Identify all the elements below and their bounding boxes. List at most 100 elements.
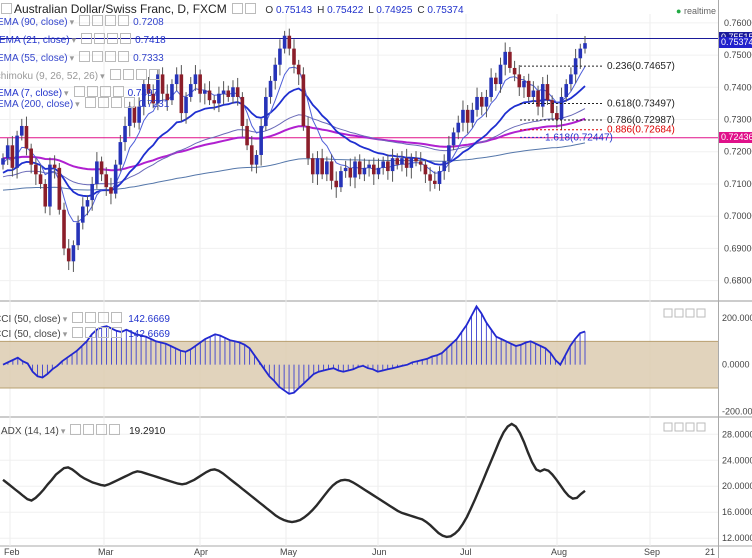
- settings-icon[interactable]: [85, 312, 97, 323]
- close-icon[interactable]: [148, 69, 160, 80]
- dropdown-icon[interactable]: ▾: [71, 35, 77, 45]
- collapse-icon[interactable]: [1, 3, 12, 14]
- add-icon[interactable]: [99, 86, 111, 97]
- pane-control-icon: [663, 308, 673, 318]
- adx-settings-icon[interactable]: [83, 424, 95, 435]
- close-icon[interactable]: [111, 312, 123, 323]
- visibility-icon[interactable]: [72, 312, 84, 323]
- indicator-legend-label: EMA (7, close): [0, 88, 63, 99]
- add-icon[interactable]: [105, 51, 117, 62]
- candle-body: [5, 145, 10, 159]
- settings-icon[interactable]: [94, 33, 106, 44]
- candle-body: [357, 161, 362, 175]
- visibility-icon[interactable]: [81, 33, 93, 44]
- add-icon[interactable]: [98, 327, 110, 338]
- visibility-icon[interactable]: [72, 327, 84, 338]
- adx-add-icon[interactable]: [96, 424, 108, 435]
- cci-legend-row[interactable]: CCI (50, close) ▾ 142.6669: [0, 312, 170, 326]
- visibility-icon[interactable]: [79, 51, 91, 62]
- add-icon[interactable]: [98, 312, 110, 323]
- candle-body: [404, 158, 409, 168]
- settings-icon[interactable]: [245, 3, 257, 14]
- adx-visibility-icon[interactable]: [70, 424, 82, 435]
- candle-body: [447, 145, 451, 162]
- candle-body: [395, 158, 400, 165]
- candle-body: [540, 84, 545, 107]
- candle-body: [95, 161, 99, 184]
- dropdown-icon[interactable]: ▾: [62, 314, 68, 324]
- close-icon[interactable]: [123, 97, 135, 108]
- candle-body: [240, 96, 245, 126]
- indicator-legend-row[interactable]: Ichimoku (9, 26, 52, 26) ▾: [0, 69, 160, 83]
- ohlc-value: 0.74925: [376, 5, 413, 16]
- candle-body: [531, 90, 536, 97]
- dropdown-icon[interactable]: ▾: [100, 71, 105, 81]
- add-icon[interactable]: [107, 33, 119, 44]
- adx-legend[interactable]: ADX (14, 14) ▾ 19.2910: [1, 424, 166, 437]
- adx-close-icon[interactable]: [109, 424, 121, 435]
- close-icon[interactable]: [112, 86, 124, 97]
- settings-icon[interactable]: [86, 86, 98, 97]
- candle-body: [249, 145, 254, 165]
- settings-icon[interactable]: [122, 69, 134, 80]
- visibility-icon[interactable]: [79, 15, 91, 26]
- dropdown-icon[interactable]: ▾: [69, 17, 75, 27]
- settings-icon[interactable]: [92, 15, 104, 26]
- candle-body: [123, 125, 127, 143]
- indicator-legend-row[interactable]: EMA (90, close) ▾ 0.7208: [0, 15, 164, 29]
- add-icon[interactable]: [110, 97, 122, 108]
- indicator-legend-row[interactable]: EMA (21, close) ▾ 0.7418: [0, 33, 166, 47]
- time-tick-label: Jun: [372, 547, 387, 557]
- close-icon[interactable]: [120, 33, 132, 44]
- candle-body: [428, 174, 432, 181]
- realtime-label: realtime: [683, 6, 716, 16]
- add-icon[interactable]: [105, 15, 117, 26]
- candle-body: [66, 248, 71, 262]
- cci-band: [0, 341, 718, 388]
- close-icon[interactable]: [118, 51, 130, 62]
- candle-body: [217, 93, 221, 104]
- indicator-legend-row[interactable]: EMA (200, close) ▾ 0.7231: [0, 97, 169, 111]
- candle-body: [193, 74, 198, 85]
- ohlc-key: C: [417, 5, 428, 16]
- add-icon[interactable]: [135, 69, 147, 80]
- indicator-legend-value: 0.7497: [127, 88, 159, 99]
- close-icon[interactable]: [111, 327, 123, 338]
- ohlc-value: 0.75422: [327, 5, 364, 16]
- candle-body: [174, 74, 179, 85]
- pane-control-icon: [696, 422, 706, 432]
- indicator-legend-row[interactable]: EMA (55, close) ▾ 0.7333: [0, 51, 164, 65]
- candle-body: [512, 67, 517, 75]
- visibility-icon[interactable]: [84, 97, 96, 108]
- pane-control-icon: [685, 308, 695, 318]
- candle-body: [569, 74, 573, 85]
- candle-body: [1, 158, 5, 165]
- candle-body: [503, 51, 508, 65]
- settings-icon[interactable]: [85, 327, 97, 338]
- chart-title: Australian Dollar/Swiss Franc, D, FXCM: [14, 2, 227, 16]
- indicator-legend-row[interactable]: EMA (7, close) ▾ 0.7497: [0, 86, 158, 100]
- dropdown-icon[interactable]: ▾: [64, 88, 69, 98]
- settings-icon[interactable]: [97, 97, 109, 108]
- candle-body: [226, 90, 231, 97]
- candle-body: [104, 174, 109, 188]
- indicator-legend-label: EMA (21, close): [0, 35, 70, 46]
- dropdown-icon[interactable]: ▾: [62, 329, 68, 339]
- visibility-icon[interactable]: [73, 86, 85, 97]
- adx-tick-label: 28.0000: [722, 429, 752, 439]
- settings-icon[interactable]: [92, 51, 104, 62]
- cci-legend-row[interactable]: CCI (50, close) ▾ 142.6669: [0, 327, 170, 341]
- visibility-icon[interactable]: [109, 69, 121, 80]
- candle-body: [451, 132, 456, 146]
- close-icon[interactable]: [118, 15, 130, 26]
- dropdown-icon[interactable]: ▾: [75, 99, 80, 109]
- candle-body: [34, 164, 38, 175]
- eye-icon[interactable]: [232, 3, 244, 14]
- dropdown-icon[interactable]: ▾: [69, 53, 75, 63]
- cci-tick-label: 0.0000: [722, 360, 750, 370]
